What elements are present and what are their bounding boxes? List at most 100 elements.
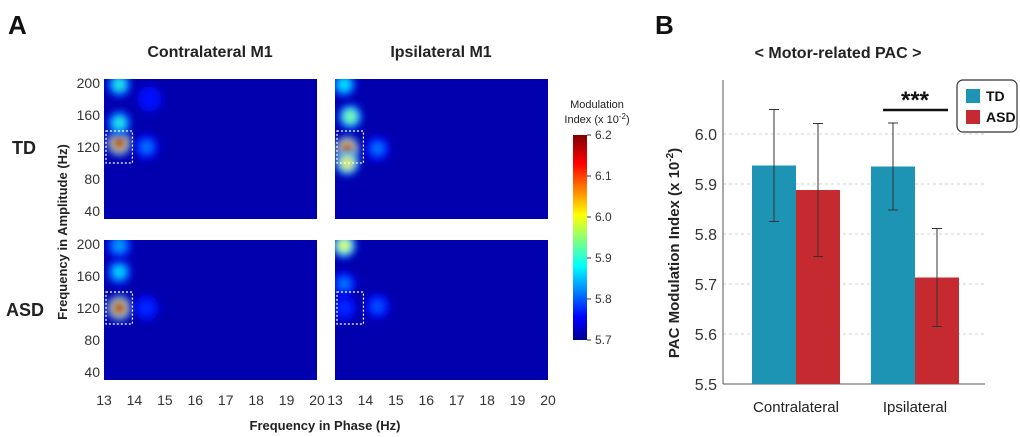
x-tick-label: 14 bbox=[127, 392, 143, 408]
x-tick-label: 18 bbox=[479, 392, 495, 408]
error-bar bbox=[769, 109, 779, 222]
heatmap-blob bbox=[335, 240, 357, 259]
panel-b-y-label-exp: -2 bbox=[665, 152, 676, 161]
x-tick-label: 15 bbox=[157, 392, 173, 408]
heatmap-blob bbox=[335, 150, 360, 176]
y-tick-label: 120 bbox=[77, 300, 101, 316]
heatmap-asd-ipsilateral bbox=[335, 240, 548, 380]
legend-label-asd: ASD bbox=[986, 109, 1016, 125]
bar-category-label: Ipsilateral bbox=[883, 399, 947, 416]
heatmap-blob bbox=[335, 295, 357, 321]
colorbar-ticks: 6.2 6.1 6.0 5.9 5.8 5.7 bbox=[587, 128, 612, 347]
y-tick-label: 200 bbox=[77, 75, 101, 91]
error-bar bbox=[813, 123, 823, 257]
bar-y-tick-label: 5.5 bbox=[695, 377, 717, 394]
heatmap-blob bbox=[107, 259, 132, 285]
y-tick-label: 80 bbox=[84, 332, 100, 348]
roi-box bbox=[336, 130, 365, 164]
x-tick-label: 19 bbox=[510, 392, 526, 408]
y-ticks-td: 200 160 120 80 40 bbox=[77, 75, 101, 219]
heatmap-blob bbox=[107, 130, 132, 156]
bar-y-tick-label: 5.9 bbox=[695, 177, 717, 194]
heatmap-blob bbox=[335, 271, 357, 297]
y-ticks-asd: 200 160 120 80 40 bbox=[77, 236, 101, 380]
colorbar-tick-label: 6.1 bbox=[595, 169, 612, 183]
y-tick-label: 80 bbox=[84, 171, 100, 187]
bar-y-tick-label: 5.6 bbox=[695, 327, 717, 344]
legend-swatch-asd bbox=[966, 110, 980, 124]
heatmap-blob bbox=[107, 240, 132, 259]
colorbar-title-end: ) bbox=[626, 114, 630, 126]
x-ticks: 13 14 15 16 17 18 19 20 13 14 15 16 17 18 19 20 bbox=[96, 392, 556, 408]
colorbar-tick-label: 6.0 bbox=[595, 210, 612, 224]
bar-chart: 5.5 5.6 5.7 5.8 5.9 6.0 Contralateral Ipsilater… bbox=[695, 80, 985, 416]
heatmap-grid bbox=[104, 79, 548, 380]
heatmap-blob bbox=[107, 295, 132, 321]
colorbar-tick-label: 5.8 bbox=[595, 292, 612, 306]
heatmap-blob bbox=[338, 104, 363, 130]
heatmap-td-ipsilateral bbox=[335, 79, 548, 219]
y-tick-label: 200 bbox=[77, 236, 101, 252]
x-tick-label: 13 bbox=[96, 392, 112, 408]
heatmap-blob bbox=[134, 134, 159, 160]
x-tick-label: 16 bbox=[187, 392, 203, 408]
y-tick-label: 160 bbox=[77, 107, 101, 123]
y-tick-label: 40 bbox=[84, 364, 100, 380]
x-tick-label: 15 bbox=[388, 392, 404, 408]
heatmap-asd-contralateral bbox=[104, 240, 317, 380]
x-tick-label: 18 bbox=[248, 392, 264, 408]
colorbar-tick-label: 5.7 bbox=[595, 333, 612, 347]
column-title-ipsilateral: Ipsilateral M1 bbox=[390, 44, 491, 61]
colorbar-title-line2: Index (x 10-2) bbox=[564, 112, 629, 126]
colorbar bbox=[573, 135, 587, 340]
panel-b-label: B bbox=[655, 10, 674, 40]
x-tick-label: 14 bbox=[358, 392, 374, 408]
legend-swatch-td bbox=[966, 89, 980, 103]
x-tick-label: 20 bbox=[540, 392, 556, 408]
error-bar bbox=[932, 228, 942, 327]
bar-category-label: Contralateral bbox=[753, 399, 839, 416]
heatmap-blob bbox=[134, 295, 159, 321]
x-tick-label: 17 bbox=[218, 392, 234, 408]
colorbar-tick-label: 5.9 bbox=[595, 251, 612, 265]
column-title-contralateral: Contralateral M1 bbox=[147, 44, 272, 61]
legend-label-td: TD bbox=[986, 88, 1005, 104]
roi-box bbox=[105, 291, 134, 325]
y-tick-label: 160 bbox=[77, 268, 101, 284]
row-label-asd: ASD bbox=[6, 300, 44, 320]
colorbar-title-exp: -2 bbox=[619, 112, 627, 121]
row-label-td: TD bbox=[12, 138, 36, 158]
x-tick-label: 16 bbox=[418, 392, 434, 408]
bar-y-tick-label: 6.0 bbox=[695, 127, 717, 144]
legend: TD ASD bbox=[956, 79, 1018, 133]
bar-y-tick-label: 5.7 bbox=[695, 277, 717, 294]
panel-b-y-label-main: PAC Modulation Index (x 10 bbox=[666, 162, 683, 358]
x-tick-label: 19 bbox=[279, 392, 295, 408]
x-tick-label: 17 bbox=[449, 392, 465, 408]
heatmap-blob bbox=[107, 110, 132, 136]
heatmap-blob bbox=[335, 79, 357, 98]
heatmap-blob bbox=[137, 86, 162, 112]
panel-a-label: A bbox=[8, 10, 27, 40]
bar-y-tick-label: 5.8 bbox=[695, 227, 717, 244]
panel-b-y-label-end: ) bbox=[666, 148, 683, 153]
x-tick-label: 13 bbox=[327, 392, 343, 408]
colorbar-title-line1: Modulation bbox=[570, 99, 624, 111]
panel-b-title: < Motor-related PAC > bbox=[755, 45, 922, 62]
roi-box bbox=[105, 130, 134, 164]
y-tick-label: 120 bbox=[77, 139, 101, 155]
y-tick-label: 40 bbox=[84, 203, 100, 219]
heatmap-blob bbox=[365, 136, 390, 162]
heatmap-td-contralateral bbox=[104, 79, 317, 219]
x-tick-label: 20 bbox=[309, 392, 325, 408]
colorbar-tick-label: 6.2 bbox=[595, 128, 612, 142]
error-bar bbox=[888, 122, 898, 211]
y-axis-label: Frequency in Amplitude (Hz) bbox=[55, 144, 70, 320]
panel-b-y-label: PAC Modulation Index (x 10-2) bbox=[665, 148, 683, 358]
x-axis-label: Frequency in Phase (Hz) bbox=[250, 418, 401, 433]
heatmap-blob bbox=[365, 293, 390, 319]
roi-box bbox=[336, 291, 365, 325]
colorbar-title-main: Index (x 10 bbox=[564, 114, 618, 126]
heatmap-blob bbox=[107, 79, 132, 98]
